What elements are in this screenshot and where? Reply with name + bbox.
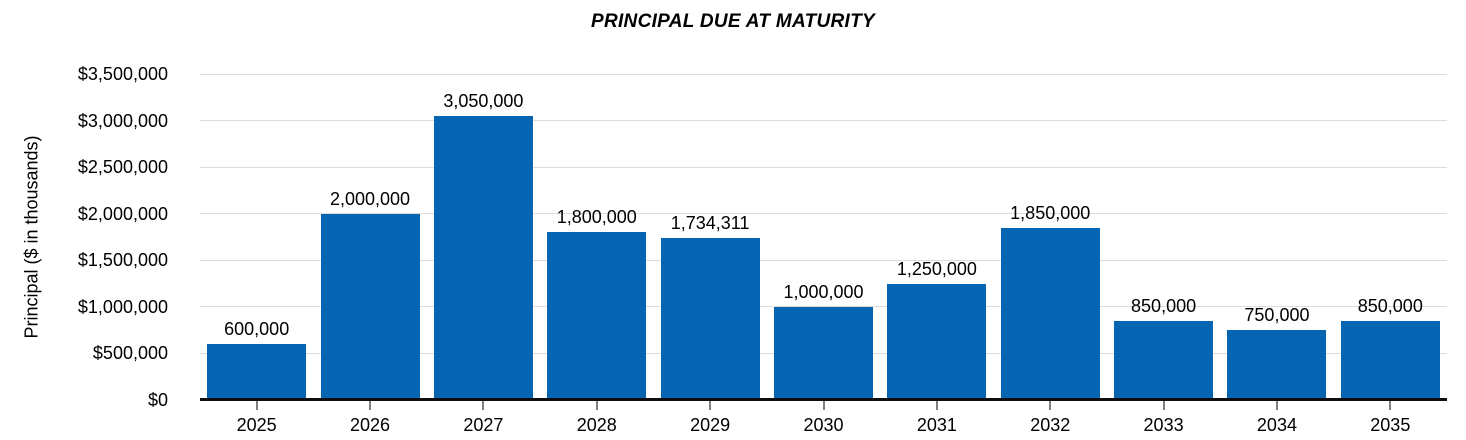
x-axis-tick-label: 2026	[350, 415, 391, 435]
bar-2027	[433, 115, 533, 400]
x-axis-tick	[1389, 401, 1392, 410]
bar-2029	[660, 238, 760, 400]
bar-2031	[887, 283, 987, 400]
y-axis-tick-label: $3,000,000	[77, 110, 168, 131]
x-axis-tick-label: 2033	[1143, 415, 1184, 435]
y-axis-tick-label: $500,000	[92, 343, 168, 364]
bar-value-label: 2,000,000	[329, 188, 411, 209]
gridline	[200, 166, 1447, 168]
x-axis-tick	[709, 401, 712, 410]
x-axis-tick	[1049, 401, 1052, 410]
y-axis-tick-label: $3,500,000	[77, 64, 168, 84]
bar-2032	[1000, 227, 1100, 400]
bar-value-label: 600,000	[224, 319, 290, 340]
y-axis-tick-label: $2,000,000	[77, 203, 168, 224]
x-axis-tick-label: 2031	[916, 415, 957, 435]
bar-value-label: 850,000	[1357, 295, 1423, 316]
x-axis-tick	[595, 401, 598, 410]
gridline	[200, 73, 1447, 75]
gridline	[200, 259, 1447, 261]
bar-2025	[207, 344, 307, 400]
y-axis-tick-label: $0	[147, 390, 168, 410]
x-axis-tick-label: 2030	[803, 415, 844, 435]
x-axis-tick-label: 2025	[236, 415, 277, 435]
x-axis-tick	[1162, 401, 1165, 410]
y-axis-tick-label: $2,500,000	[77, 157, 168, 178]
x-axis-tick-label: 2034	[1256, 415, 1297, 435]
bar-2026	[320, 213, 420, 400]
chart-title: PRINCIPAL DUE AT MATURITY	[590, 11, 876, 32]
plot-area: 600,000 2,000,000 3,050,000 1,800,000 1,734,…	[200, 73, 1447, 400]
bar-value-label: 1,734,311	[670, 213, 750, 234]
y-axis-tick-label: $1,500,000	[77, 250, 168, 271]
gridline	[200, 306, 1447, 308]
x-axis-line	[200, 398, 1447, 401]
bar-2035	[1340, 320, 1440, 400]
bar-value-label: 1,800,000	[556, 207, 637, 228]
bar-2033	[1114, 320, 1214, 400]
bar-2030	[774, 306, 873, 400]
bar-value-label: 1,850,000	[1010, 202, 1091, 223]
x-axis-tick	[1275, 401, 1278, 410]
x-axis-tick-label: 2028	[576, 415, 617, 435]
bar-2034	[1227, 330, 1327, 400]
y-axis-tick-label: $1,000,000	[77, 296, 168, 317]
x-axis-tick-label: 2035	[1370, 415, 1411, 435]
x-axis-tick	[482, 401, 485, 410]
x-axis-tick-label: 2027	[463, 415, 504, 435]
gridline	[200, 120, 1447, 122]
bar-value-label: 850,000	[1131, 295, 1197, 316]
bar-value-label: 1,000,000	[783, 281, 864, 302]
x-axis-tick	[369, 401, 372, 410]
x-axis-tick-label: 2029	[690, 415, 731, 435]
bar-value-label: 750,000	[1244, 305, 1310, 326]
bar-value-label: 1,250,000	[896, 258, 977, 279]
x-axis-tick-label: 2032	[1030, 415, 1071, 435]
gridline	[200, 213, 1447, 215]
x-axis-tick	[255, 401, 258, 410]
bar-2028	[547, 232, 647, 400]
x-axis-tick	[935, 401, 938, 410]
x-axis-tick	[822, 401, 825, 410]
bar-value-label: 3,050,000	[443, 90, 524, 111]
